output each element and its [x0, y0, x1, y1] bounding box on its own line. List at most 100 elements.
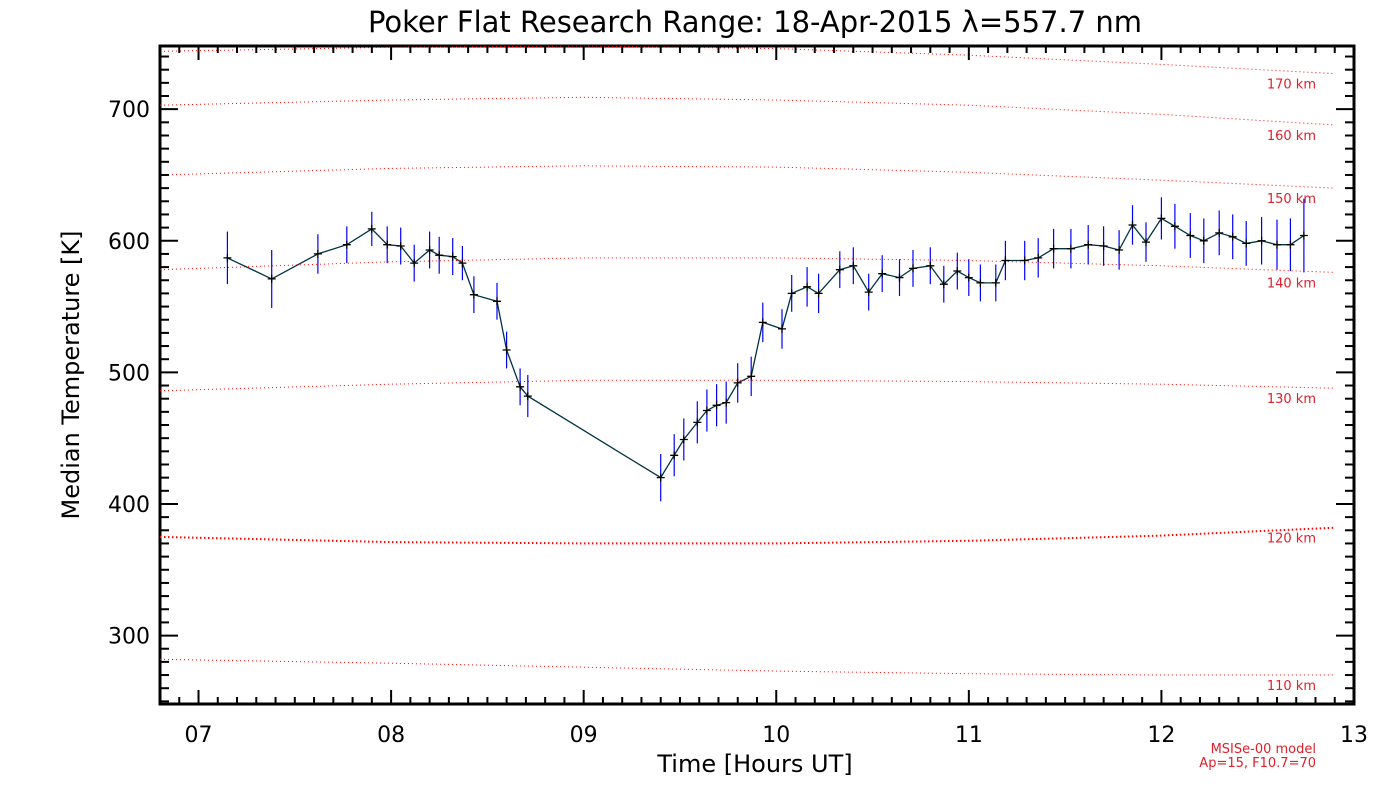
- data-point: [396, 242, 405, 250]
- model-curves: 110 km 120 km 130 km 140 km 150 km 160 km 170 …: [159, 45, 1335, 694]
- data-point: [458, 259, 467, 268]
- y-tick-label: 400: [108, 493, 150, 518]
- model-label-170-km: 170 km: [1267, 78, 1316, 93]
- data-point: [1115, 246, 1124, 254]
- data-point: [787, 289, 796, 298]
- data-point: [670, 451, 679, 460]
- model-note-line-2: Ap=15, F10.7=70: [1199, 756, 1316, 771]
- data-point: [1170, 222, 1179, 231]
- data-series: [223, 197, 1308, 502]
- data-point: [313, 249, 322, 258]
- y-tick-label: 600: [108, 230, 150, 255]
- data-point: [1142, 238, 1150, 247]
- x-tick-label: 13: [1340, 723, 1368, 748]
- data-point: [712, 401, 721, 410]
- x-tick-label: 12: [1147, 723, 1175, 748]
- data-point: [693, 418, 702, 427]
- data-point: [469, 290, 478, 299]
- data-point: [1199, 236, 1208, 245]
- y-tick-label: 700: [108, 98, 150, 123]
- data-point: [953, 267, 962, 275]
- data-point: [909, 264, 917, 273]
- data-point: [878, 269, 887, 278]
- x-tick-label: 10: [762, 723, 790, 748]
- model-curve-110-km: [159, 658, 1335, 676]
- model-curve-120-km: [159, 526, 1335, 545]
- model-label-110-km: 110 km: [1267, 679, 1316, 694]
- data-point: [835, 265, 844, 274]
- model-note-line-1: MSISe-00 model: [1211, 742, 1316, 757]
- model-label-130-km: 130 km: [1267, 392, 1316, 407]
- model-curve-170-km: [159, 45, 1335, 75]
- model-curve-150-km: [159, 165, 1335, 189]
- data-point: [1299, 231, 1308, 240]
- data-point: [1034, 253, 1043, 262]
- y-tick-label: 300: [108, 625, 150, 650]
- chart-title: Poker Flat Research Range: 18-Apr-2015 λ…: [368, 5, 1142, 39]
- data-point: [939, 280, 948, 289]
- data-point: [864, 288, 873, 297]
- model-curve-140-km: [159, 257, 1335, 273]
- y-axis-label: Median Temperature [K]: [57, 230, 85, 519]
- axes: 07 08 09 10 11 12 13 300 400 500 600 700: [108, 46, 1368, 748]
- data-point: [1228, 232, 1237, 241]
- data-point: [778, 324, 786, 333]
- x-tick-label: 08: [377, 723, 405, 748]
- model-label-160-km: 160 km: [1267, 129, 1316, 144]
- data-point: [342, 240, 351, 249]
- x-tick-label: 09: [570, 723, 598, 748]
- data-point: [410, 259, 419, 268]
- data-point: [679, 435, 688, 444]
- temperature-line: [227, 217, 1305, 479]
- data-point: [516, 382, 525, 391]
- model-note: MSISe-00 model Ap=15, F10.7=70: [1199, 742, 1316, 771]
- data-point: [976, 278, 985, 287]
- data-point: [1001, 256, 1010, 265]
- model-curve-160-km: [159, 96, 1335, 126]
- data-point: [814, 289, 823, 298]
- model-label-140-km: 140 km: [1267, 276, 1316, 291]
- data-point: [502, 346, 511, 354]
- plot-frame: [158, 44, 1356, 706]
- data-point: [722, 398, 731, 407]
- data-point: [964, 273, 973, 282]
- model-label-120-km: 120 km: [1267, 532, 1316, 547]
- data-point: [1084, 240, 1093, 249]
- data-point: [747, 372, 756, 381]
- data-point: [1273, 240, 1281, 249]
- x-tick-label: 07: [185, 723, 213, 748]
- data-point: [733, 378, 742, 387]
- data-point: [1286, 240, 1295, 249]
- data-point: [656, 473, 665, 482]
- data-point: [926, 261, 935, 270]
- data-point: [1020, 256, 1029, 265]
- data-point: [702, 406, 711, 415]
- data-point: [1157, 214, 1166, 223]
- data-point: [223, 253, 232, 262]
- data-point: [1049, 244, 1058, 253]
- data-point: [1215, 228, 1224, 237]
- data-point: [1066, 244, 1075, 253]
- data-point: [991, 278, 1000, 287]
- data-point: [367, 224, 376, 233]
- data-point: [383, 240, 392, 249]
- data-point: [267, 274, 276, 283]
- x-axis-label: Time [Hours UT]: [656, 750, 852, 778]
- data-point: [523, 392, 532, 401]
- data-point: [425, 246, 434, 254]
- data-point: [1242, 239, 1251, 248]
- data-point: [758, 318, 767, 327]
- model-curve-130-km: [159, 379, 1335, 392]
- data-point: [448, 252, 457, 261]
- data-point: [1099, 242, 1108, 250]
- data-point: [1128, 221, 1137, 229]
- data-point: [1186, 231, 1195, 240]
- x-tick-label: 11: [955, 723, 983, 748]
- data-point: [493, 297, 501, 306]
- data-point: [1257, 236, 1266, 245]
- model-label-150-km: 150 km: [1267, 192, 1316, 207]
- data-point: [849, 261, 858, 270]
- data-point: [435, 251, 444, 260]
- data-point: [803, 282, 812, 291]
